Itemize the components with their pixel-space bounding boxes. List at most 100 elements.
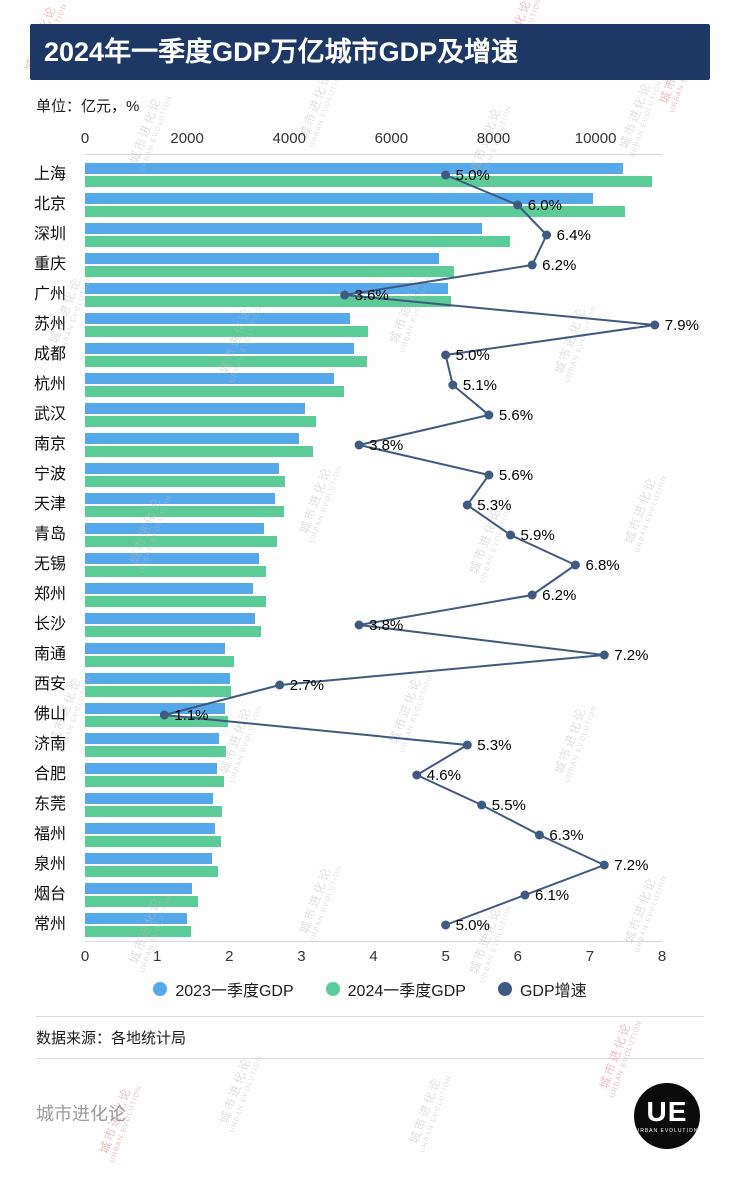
growth-point xyxy=(520,890,530,900)
bar-2023-gdp xyxy=(85,793,214,804)
growth-point xyxy=(412,770,422,780)
growth-axis-tick: 8 xyxy=(657,948,667,965)
growth-value-label: 5.0% xyxy=(456,917,490,934)
growth-value-label: 1.1% xyxy=(174,707,208,724)
legend-item: 2023一季度GDP xyxy=(153,977,294,1001)
growth-point xyxy=(527,590,537,600)
bar-2024-gdp xyxy=(85,596,266,607)
city-label: 烟台 xyxy=(33,886,66,903)
city-label: 杭州 xyxy=(33,376,66,393)
top-axis-line xyxy=(85,154,662,155)
bar-2024-gdp xyxy=(85,776,225,787)
growth-axis-tick: 6 xyxy=(513,948,522,965)
divider-bottom xyxy=(36,1058,704,1059)
bar-2023-gdp xyxy=(85,373,334,384)
title-bar: 2024年一季度GDP万亿城市GDP及增速 xyxy=(30,24,710,80)
growth-axis-tick: 0 xyxy=(80,948,90,965)
city-label: 合肥 xyxy=(33,766,66,783)
bar-2023-gdp xyxy=(85,883,192,894)
watermark-subtext: URBAN EVOLUTION xyxy=(418,1074,454,1154)
growth-axis-tick: 7 xyxy=(585,948,595,965)
growth-point xyxy=(527,260,537,270)
growth-value-label: 5.3% xyxy=(477,737,511,754)
gdp-axis-tick: 0 xyxy=(80,130,90,147)
bar-2023-gdp xyxy=(85,493,275,504)
growth-point xyxy=(513,200,523,210)
bar-2024-gdp xyxy=(85,416,317,427)
city-label: 上海 xyxy=(33,166,66,183)
growth-point xyxy=(275,680,285,690)
growth-axis-tick: 3 xyxy=(297,948,306,965)
bar-2024-gdp xyxy=(85,236,510,247)
city-label: 常州 xyxy=(33,916,66,933)
growth-line-chart: 5.0%6.0%6.4%6.2%3.6%7.9%5.0%5.1%5.6%3.8%… xyxy=(159,167,699,934)
city-label: 东莞 xyxy=(33,796,66,813)
growth-point xyxy=(484,470,494,480)
growth-point xyxy=(506,530,516,540)
growth-value-label: 6.2% xyxy=(542,257,576,274)
city-label: 南通 xyxy=(33,646,66,663)
bar-2023-gdp xyxy=(85,343,354,354)
growth-point xyxy=(477,800,487,810)
bar-2023-gdp xyxy=(85,523,264,534)
data-source: 数据来源：各地统计局 xyxy=(36,1030,187,1047)
watermark-subtext: URBAN EVOLUTION xyxy=(228,1054,264,1134)
bottom-axis-line xyxy=(85,941,662,942)
bar-2023-gdp xyxy=(85,313,350,324)
bar-2023-gdp xyxy=(85,703,226,714)
growth-point xyxy=(340,290,350,300)
bar-2023-gdp xyxy=(85,763,218,774)
legend-dot-icon xyxy=(497,982,512,996)
bar-2024-gdp xyxy=(85,686,232,697)
bar-2024-gdp xyxy=(85,206,626,217)
growth-point xyxy=(462,740,472,750)
bar-2023-gdp xyxy=(85,853,213,864)
legend: 2023一季度GDP 2024一季度GDP GDP增速 xyxy=(0,976,740,1002)
growth-value-label: 3.8% xyxy=(369,617,403,634)
bar-2024-gdp xyxy=(85,386,344,397)
watermark-text: 城市进化论 xyxy=(596,1019,634,1091)
growth-value-label: 5.5% xyxy=(492,797,526,814)
gdp-axis-tick: 4000 xyxy=(272,130,306,147)
growth-value-label: 5.1% xyxy=(463,377,497,394)
growth-value-label: 6.2% xyxy=(542,587,576,604)
city-label: 佛山 xyxy=(33,706,66,723)
legend-dot-icon xyxy=(325,982,340,996)
bar-2024-gdp xyxy=(85,506,284,517)
bar-2024-gdp xyxy=(85,476,285,487)
bar-2024-gdp xyxy=(85,566,267,577)
bar-2023-gdp xyxy=(85,403,306,414)
city-label: 西安 xyxy=(33,676,66,693)
growth-point xyxy=(441,350,451,360)
gdp-axis-tick: 6000 xyxy=(374,130,409,147)
legend-label: 2024一季度GDP xyxy=(347,983,466,1000)
bar-2023-gdp xyxy=(85,223,482,234)
city-label: 武汉 xyxy=(33,406,66,423)
gdp-axis-tick: 8000 xyxy=(476,130,511,147)
growth-point xyxy=(354,440,364,450)
unit-label: 单位：亿元，% xyxy=(36,98,140,115)
growth-value-label: 5.9% xyxy=(521,527,555,544)
city-label: 成都 xyxy=(33,346,66,363)
bar-2023-gdp xyxy=(85,553,259,564)
city-label: 长沙 xyxy=(33,616,66,633)
growth-value-label: 6.3% xyxy=(549,827,583,844)
city-label: 青岛 xyxy=(33,526,66,543)
bar-2023-gdp xyxy=(85,613,255,624)
bar-2024-gdp xyxy=(85,266,455,277)
growth-point xyxy=(599,860,609,870)
bar-2024-gdp xyxy=(85,176,652,187)
bar-2024-gdp xyxy=(85,746,226,757)
growth-value-label: 5.6% xyxy=(499,407,533,424)
city-label: 南京 xyxy=(33,436,66,453)
growth-axis-tick: 1 xyxy=(152,948,162,965)
city-labels-column: 上海 北京 深圳 重庆 广州 苏州 成都 杭州 武汉 南京 宁波 天津 青岛 无锡 郑州 长沙 南通 西安 佛山 济南… xyxy=(0,160,79,940)
growth-point xyxy=(570,560,580,570)
city-label: 无锡 xyxy=(33,556,66,573)
growth-value-label: 5.6% xyxy=(499,467,533,484)
city-label: 北京 xyxy=(33,196,66,213)
growth-point xyxy=(484,410,494,420)
bar-2024-gdp xyxy=(85,716,228,727)
ue-logo: UE URBAN EVOLUTION xyxy=(634,1083,700,1149)
